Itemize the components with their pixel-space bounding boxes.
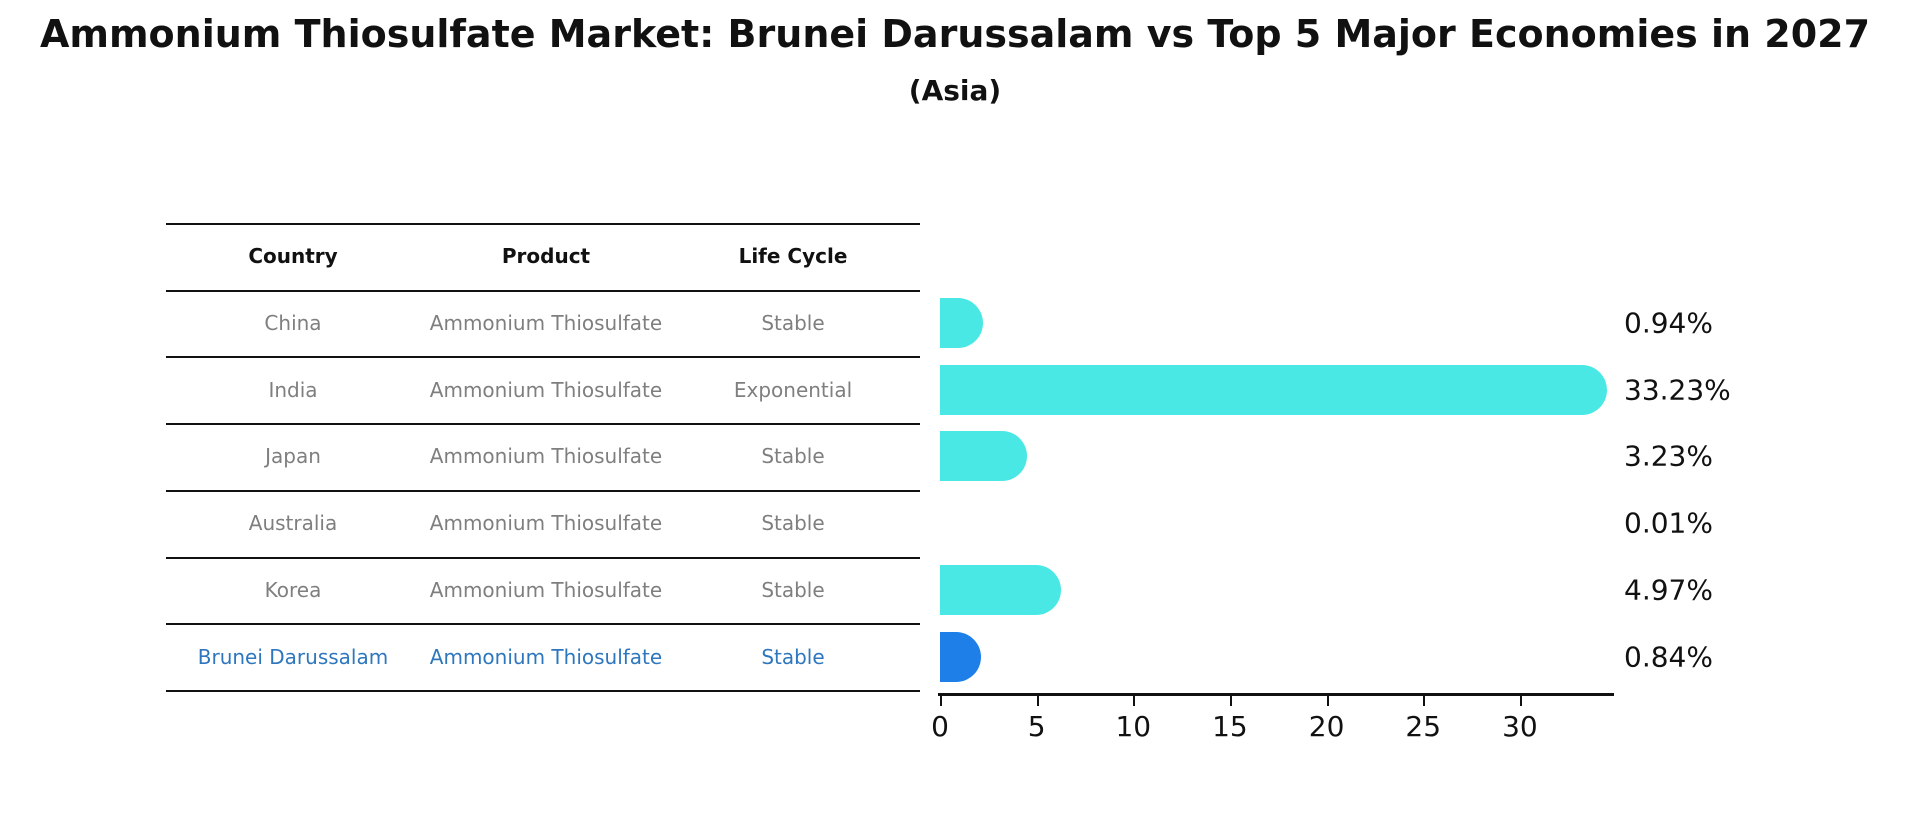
- table-rule: [166, 289, 920, 292]
- table-cell-product-australia: Ammonium Thiosulfate: [429, 511, 663, 536]
- table-cell-country-australia: Australia: [248, 511, 338, 536]
- table-cell-country-korea: Korea: [264, 577, 322, 602]
- table-rule: [166, 489, 920, 492]
- chart-subtitle: (Asia): [908, 74, 1002, 107]
- table-cell-life-cycle-india: Exponential: [733, 377, 853, 402]
- x-tick-label-10: 10: [1115, 710, 1152, 743]
- x-tick-label-0: 0: [931, 710, 949, 743]
- chart-title: Ammonium Thiosulfate Market: Brunei Daru…: [39, 12, 1871, 56]
- value-label-australia: 0.01%: [1624, 506, 1713, 540]
- x-tick: [1423, 696, 1426, 706]
- table-cell-country-japan: Japan: [265, 444, 321, 469]
- value-label-china: 0.94%: [1624, 306, 1713, 340]
- x-tick: [1519, 696, 1522, 706]
- x-tick: [940, 696, 942, 706]
- table-cell-country-india: India: [268, 377, 318, 402]
- x-axis-spine: [938, 693, 1614, 696]
- bar-brunei-darussalam: [940, 631, 982, 682]
- bar-japan: [940, 431, 1028, 482]
- table-cell-life-cycle-australia: Stable: [761, 511, 825, 536]
- table-header-life-cycle: Life Cycle: [738, 244, 848, 268]
- table-cell-product-brunei-darussalam: Ammonium Thiosulfate: [429, 644, 663, 669]
- table-cell-life-cycle-china: Stable: [761, 311, 825, 336]
- value-label-brunei-darussalam: 0.84%: [1624, 640, 1713, 674]
- table-cell-product-korea: Ammonium Thiosulfate: [429, 577, 663, 602]
- table-cell-product-japan: Ammonium Thiosulfate: [429, 444, 663, 469]
- bar-india: [940, 364, 1608, 415]
- value-label-korea: 4.97%: [1624, 573, 1713, 607]
- value-label-japan: 3.23%: [1624, 439, 1713, 473]
- bar-china: [940, 298, 984, 349]
- x-tick: [1133, 696, 1136, 706]
- x-tick-label-5: 5: [1027, 710, 1046, 743]
- table-cell-country-china: China: [264, 311, 322, 336]
- table-rule: [166, 623, 920, 626]
- table-cell-life-cycle-korea: Stable: [761, 577, 825, 602]
- x-tick-label-30: 30: [1502, 710, 1538, 743]
- table-cell-life-cycle-japan: Stable: [761, 444, 825, 469]
- table-cell-product-india: Ammonium Thiosulfate: [429, 377, 663, 402]
- x-tick-label-15: 15: [1212, 710, 1248, 743]
- x-tick-label-20: 20: [1308, 710, 1345, 743]
- value-label-india: 33.23%: [1624, 373, 1731, 407]
- x-tick: [1229, 696, 1232, 706]
- table-cell-country-brunei-darussalam: Brunei Darussalam: [197, 644, 389, 669]
- x-tick: [1326, 696, 1329, 706]
- table-rule: [166, 689, 920, 692]
- x-tick-label-25: 25: [1405, 710, 1442, 743]
- x-tick: [1036, 696, 1039, 706]
- table-rule: [166, 356, 920, 359]
- table-cell-product-china: Ammonium Thiosulfate: [429, 311, 663, 336]
- table-header-product: Product: [501, 244, 591, 268]
- table-cell-life-cycle-brunei-darussalam: Stable: [761, 644, 825, 669]
- bar-korea: [940, 564, 1062, 615]
- table-rule: [166, 223, 920, 225]
- table-rule: [166, 556, 920, 559]
- table-rule: [166, 423, 920, 426]
- table-header-country: Country: [248, 244, 338, 268]
